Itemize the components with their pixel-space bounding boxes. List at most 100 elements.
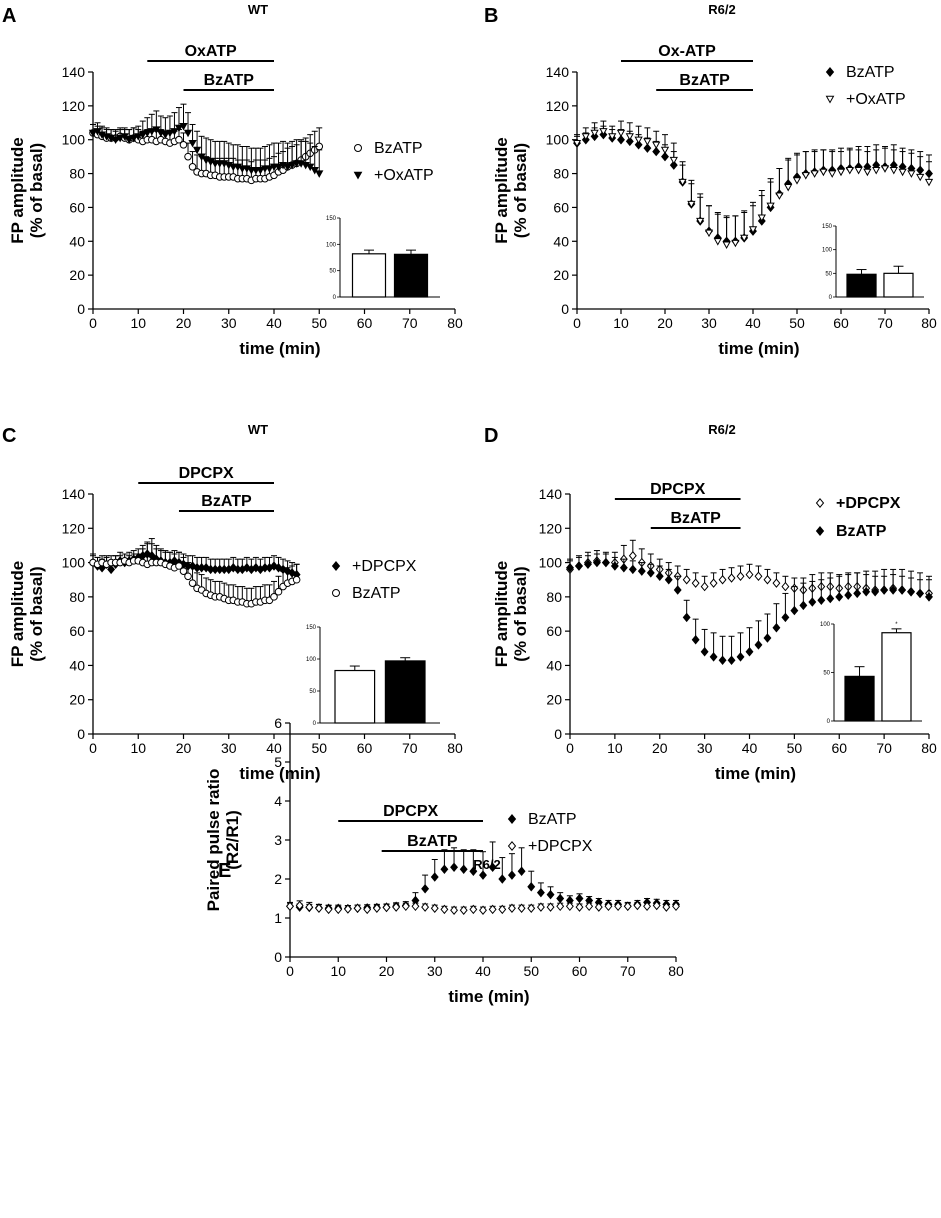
inset-tick-label: 50 bbox=[309, 689, 316, 695]
y-tick-label: 140 bbox=[539, 486, 563, 502]
x-tick-label: 70 bbox=[402, 315, 418, 331]
inset-tick-label: 0 bbox=[313, 721, 317, 727]
y-tick-label: 120 bbox=[546, 98, 570, 114]
y-tick-label: 40 bbox=[546, 657, 562, 673]
significance-marker: * bbox=[895, 622, 898, 628]
data-point bbox=[179, 567, 188, 575]
x-tick-label: 50 bbox=[789, 315, 805, 331]
legend-label: BzATP bbox=[374, 140, 423, 157]
data-point bbox=[772, 578, 781, 588]
inset-bar bbox=[844, 675, 875, 722]
data-point bbox=[192, 146, 202, 155]
data-point bbox=[287, 161, 297, 170]
legend-label: BzATP bbox=[846, 64, 895, 81]
x-tick-label: 10 bbox=[330, 963, 346, 979]
error-bar bbox=[185, 112, 192, 133]
data-point bbox=[566, 562, 574, 573]
data-point bbox=[810, 170, 819, 178]
data-point bbox=[440, 904, 449, 915]
y-tick-label: 20 bbox=[553, 267, 569, 283]
data-point bbox=[556, 893, 565, 904]
error-bar bbox=[741, 210, 748, 238]
inset-bar bbox=[846, 273, 877, 298]
data-point bbox=[590, 129, 599, 138]
data-point bbox=[754, 640, 763, 650]
x-axis-label: time (min) bbox=[239, 339, 320, 358]
x-tick-label: 40 bbox=[475, 963, 491, 979]
data-point bbox=[292, 575, 301, 584]
inset-bar bbox=[881, 632, 912, 722]
error-bar bbox=[198, 135, 205, 157]
x-tick-label: 80 bbox=[447, 740, 463, 756]
data-point bbox=[179, 123, 188, 131]
inset-tick-label: 150 bbox=[822, 224, 833, 230]
data-point bbox=[781, 612, 790, 623]
data-point bbox=[687, 200, 696, 209]
data-point bbox=[498, 874, 507, 884]
data-point bbox=[704, 229, 714, 238]
error-bar bbox=[926, 161, 932, 183]
legend-entry: +DPCPX bbox=[507, 838, 593, 855]
error-bar bbox=[679, 161, 686, 183]
data-point bbox=[583, 559, 592, 570]
treatment-bar-label: Ox-ATP bbox=[658, 43, 716, 60]
data-point bbox=[754, 571, 763, 582]
error-bar bbox=[688, 179, 695, 205]
data-point bbox=[488, 862, 497, 873]
data-point bbox=[652, 146, 661, 157]
error-bar bbox=[316, 149, 323, 174]
x-tick-label: 80 bbox=[447, 315, 463, 331]
data-point bbox=[175, 135, 183, 144]
data-point bbox=[165, 129, 175, 138]
y-tick-label: 0 bbox=[77, 726, 85, 742]
data-point bbox=[469, 904, 478, 915]
data-point bbox=[147, 128, 156, 136]
data-point bbox=[835, 592, 844, 602]
y-tick-label: 100 bbox=[539, 555, 563, 571]
data-point bbox=[643, 143, 652, 153]
data-point bbox=[637, 566, 646, 576]
data-point bbox=[633, 900, 642, 911]
data-point bbox=[817, 595, 826, 606]
x-tick-label: 30 bbox=[701, 315, 717, 331]
data-point bbox=[623, 901, 632, 912]
inset-tick-label: 100 bbox=[306, 657, 317, 663]
series--oxatp bbox=[572, 120, 934, 250]
data-point bbox=[88, 129, 98, 138]
data-point bbox=[907, 170, 916, 178]
data-point bbox=[161, 131, 170, 139]
data-point bbox=[430, 872, 439, 882]
panel-title: R6/2 bbox=[708, 2, 735, 17]
legend-entry: +DPCPX bbox=[331, 558, 417, 575]
panel-a: A WT 0 10 20 30 40 50 60 70 80 0 20 40 60 80 100 120 140 ti… bbox=[2, 2, 463, 358]
data-point bbox=[179, 140, 188, 149]
data-point bbox=[619, 562, 628, 573]
error-bar bbox=[811, 151, 818, 174]
data-point bbox=[661, 151, 669, 162]
error-bar bbox=[750, 201, 756, 230]
data-point bbox=[757, 214, 766, 222]
legend-marker bbox=[332, 589, 340, 597]
inset-bar-chart: 0 50 100 150 bbox=[306, 625, 440, 727]
error-bar bbox=[180, 103, 187, 127]
error-bar bbox=[275, 142, 282, 167]
legend-label: BzATP bbox=[352, 585, 401, 602]
data-point bbox=[828, 170, 837, 178]
data-point bbox=[700, 646, 709, 657]
legend-label: +DPCPX bbox=[836, 495, 901, 512]
y-axis-label-units: (% of basal) bbox=[27, 143, 46, 238]
data-point bbox=[616, 129, 626, 138]
panel-b: B R6/2 0 10 20 30 40 50 60 70 80 0 20 40 60 80 100 120 140… bbox=[484, 2, 937, 358]
error-bar bbox=[732, 215, 739, 243]
error-bar bbox=[243, 145, 250, 169]
data-point bbox=[175, 562, 183, 570]
x-tick-label: 0 bbox=[89, 740, 97, 756]
x-tick-label: 70 bbox=[402, 740, 418, 756]
y-tick-label: 2 bbox=[274, 871, 282, 887]
data-point bbox=[643, 901, 652, 912]
data-point bbox=[507, 903, 516, 913]
inset-bar-chart: 0 50 100 * bbox=[820, 622, 922, 725]
legend-marker bbox=[353, 171, 363, 180]
error-bar bbox=[785, 159, 792, 188]
data-point bbox=[889, 585, 898, 595]
